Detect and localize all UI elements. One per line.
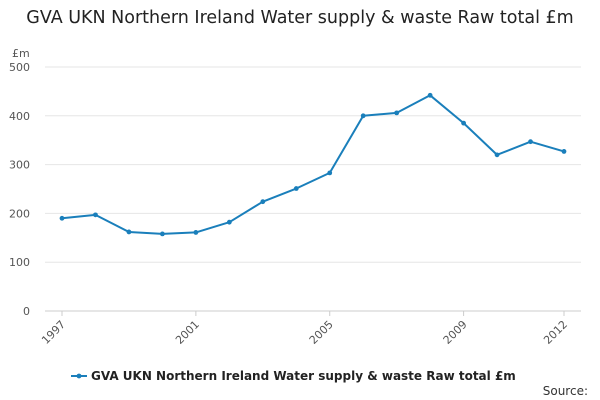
gridlines <box>45 66 581 312</box>
x-tick-label-2005: 2005 <box>307 318 336 347</box>
data-point-2001[interactable] <box>193 230 199 235</box>
x-tick-label-2009: 2009 <box>441 318 470 347</box>
y-tick-label-100: 100 <box>9 256 30 269</box>
y-tick-label-500: 500 <box>9 61 30 74</box>
data-point-1999[interactable] <box>126 229 132 235</box>
data-point-2004[interactable] <box>293 186 299 191</box>
x-tick-label-2012: 2012 <box>541 318 570 347</box>
series-line-0 <box>61 94 565 235</box>
series-layer <box>59 92 567 237</box>
x-tick-label-1997: 1997 <box>39 318 68 347</box>
legend[interactable]: GVA UKN Northern Ireland Water supply & … <box>71 369 516 383</box>
x-axis-ticks: 1997 2001 2005 2009 2012 <box>39 311 570 347</box>
data-point-2006[interactable] <box>360 113 366 119</box>
data-point-2011[interactable] <box>528 139 533 145</box>
y-tick-label-200: 200 <box>9 207 30 220</box>
data-point-1998[interactable] <box>93 212 98 218</box>
source-label: Source: <box>542 384 588 398</box>
data-point-2000[interactable] <box>160 231 165 237</box>
data-point-2012[interactable] <box>561 149 567 154</box>
y-tick-label-400: 400 <box>9 110 30 123</box>
legend-label: GVA UKN Northern Ireland Water supply & … <box>91 369 516 383</box>
legend-swatch-dot <box>76 373 82 379</box>
data-point-2009[interactable] <box>461 120 466 126</box>
y-tick-label-300: 300 <box>9 159 30 172</box>
data-point-2010[interactable] <box>494 152 500 158</box>
data-point-2008[interactable] <box>427 92 433 98</box>
y-axis-unit-label: £m <box>12 47 30 60</box>
data-point-1997[interactable] <box>59 215 65 221</box>
data-point-2007[interactable] <box>394 110 400 116</box>
y-tick-label-0: 0 <box>23 305 30 318</box>
chart-title: GVA UKN Northern Ireland Water supply & … <box>26 8 574 28</box>
y-axis-ticks: 0 100 200 300 400 500 <box>9 61 30 318</box>
x-tick-label-2001: 2001 <box>173 318 202 347</box>
data-point-2005[interactable] <box>327 170 333 176</box>
data-point-2003[interactable] <box>260 199 266 205</box>
data-point-2002[interactable] <box>226 219 232 225</box>
